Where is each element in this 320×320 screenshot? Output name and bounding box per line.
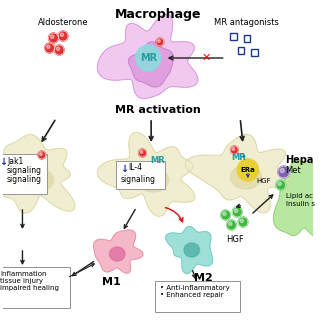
Ellipse shape [184,243,199,257]
Ellipse shape [138,168,169,192]
Text: signaling: signaling [120,175,155,184]
Text: Lipid ac: Lipid ac [286,193,313,199]
Circle shape [38,151,46,159]
Circle shape [56,47,60,51]
Circle shape [49,33,58,43]
Text: ERa: ERa [241,167,255,173]
Circle shape [60,33,64,36]
Circle shape [39,153,42,156]
Circle shape [280,168,284,172]
Circle shape [140,151,143,153]
Bar [244,35,250,42]
Text: Met: Met [286,166,301,175]
Text: Insulin s: Insulin s [286,201,315,207]
Bar [230,33,237,39]
Circle shape [230,146,238,154]
Text: M2: M2 [194,273,212,283]
Circle shape [45,43,54,53]
Circle shape [232,207,242,217]
Ellipse shape [24,169,53,191]
FancyBboxPatch shape [116,161,165,189]
Text: signaling: signaling [7,166,42,175]
Circle shape [156,38,164,46]
Polygon shape [129,42,173,87]
Circle shape [136,45,161,71]
Text: MR antagonists: MR antagonists [214,18,279,27]
Text: MR: MR [150,156,165,164]
Polygon shape [97,132,195,216]
Polygon shape [93,230,143,273]
Text: IL-4: IL-4 [128,163,142,172]
Text: Aldosterone: Aldosterone [38,18,88,27]
Text: • Anti-inflammatory
• Enhanced repair: • Anti-inflammatory • Enhanced repair [160,285,229,298]
Circle shape [276,180,286,190]
Bar [251,49,258,55]
Circle shape [232,148,235,150]
Polygon shape [185,134,293,213]
Text: Jak1: Jak1 [7,157,23,166]
Text: MR: MR [140,53,157,63]
Circle shape [58,31,68,41]
FancyBboxPatch shape [0,267,70,308]
Text: MR: MR [231,153,245,162]
Circle shape [278,182,281,186]
Circle shape [240,219,244,222]
Circle shape [51,35,54,38]
Text: ↓: ↓ [0,157,7,167]
Polygon shape [274,161,320,237]
Circle shape [278,166,290,178]
Ellipse shape [230,165,261,189]
Ellipse shape [109,247,125,261]
Circle shape [228,222,232,226]
Circle shape [157,40,160,43]
Circle shape [139,149,146,157]
Circle shape [237,159,259,181]
Circle shape [234,209,238,212]
Text: ↓: ↓ [120,164,128,174]
Circle shape [54,45,64,55]
Circle shape [238,217,248,227]
Polygon shape [97,14,198,99]
Text: Macrophage: Macrophage [115,8,201,21]
Polygon shape [0,135,75,213]
Text: HGF: HGF [227,235,244,244]
Circle shape [227,220,236,230]
FancyBboxPatch shape [0,154,47,194]
Circle shape [223,212,226,215]
Text: Inflammation
tissue injury
impaired healing: Inflammation tissue injury impaired heal… [0,271,59,291]
Text: ✕: ✕ [202,53,211,63]
Polygon shape [166,227,212,274]
Text: Hepa: Hepa [286,155,314,165]
Text: M1: M1 [102,277,121,287]
Text: HGF: HGF [257,178,271,184]
Text: MR activation: MR activation [115,105,201,115]
Circle shape [221,210,230,220]
Circle shape [47,45,50,49]
Text: signaling: signaling [7,175,42,184]
Bar [238,46,244,53]
FancyBboxPatch shape [155,281,240,311]
